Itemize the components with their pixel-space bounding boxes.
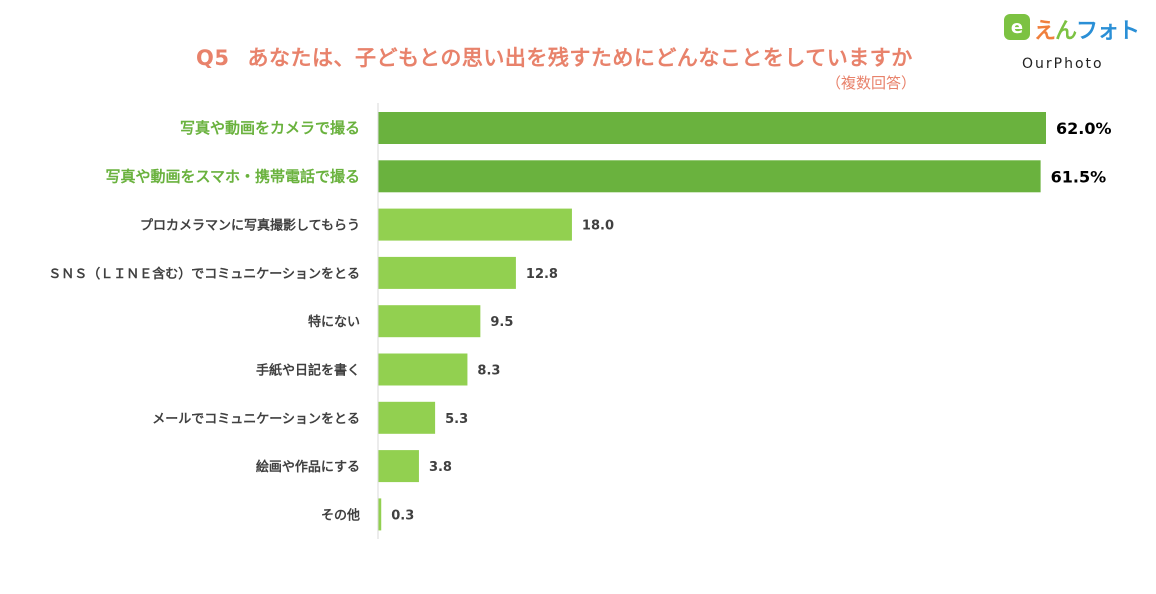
value-label-8: 3.8 xyxy=(429,460,452,475)
logo-jp-part-3: フォト xyxy=(1076,19,1140,44)
chart-subtitle: （複数回答） xyxy=(826,74,917,92)
value-label-9: 0.3 xyxy=(391,508,414,523)
category-label-4: ＳＮＳ（ＬＩＮＥ含む）でコミュニケーションをとる xyxy=(48,266,360,282)
category-label-9: その他 xyxy=(321,507,360,523)
bar-4 xyxy=(378,256,516,289)
bar-2 xyxy=(378,160,1041,193)
value-label-6: 8.3 xyxy=(477,364,500,379)
logo-jp-part-2: ん xyxy=(1055,19,1077,44)
bar-7 xyxy=(378,401,436,434)
bar-5 xyxy=(378,305,481,338)
logo-japanese-text: えんフォト xyxy=(1034,13,1140,45)
value-label-1: 62.0% xyxy=(1056,119,1112,138)
value-label-2: 61.5% xyxy=(1051,167,1107,186)
bar-1 xyxy=(378,112,1046,144)
category-label-1: 写真や動画をカメラで撮る xyxy=(180,119,360,137)
value-label-4: 12.8 xyxy=(526,267,558,282)
logo-badge-icon: e xyxy=(1004,14,1030,40)
logo-english-text: OurPhoto xyxy=(1022,56,1104,72)
value-label-5: 9.5 xyxy=(490,315,513,330)
category-label-8: 絵画や作品にする xyxy=(256,459,360,475)
chart-title: Q5 あなたは、子どもとの思い出を残すためにどんなことをしていますか xyxy=(196,42,913,72)
category-label-2: 写真や動画をスマホ・携帯電話で撮る xyxy=(105,167,360,185)
bar-9 xyxy=(378,498,382,531)
value-label-7: 5.3 xyxy=(445,412,468,427)
bar-6 xyxy=(378,353,468,386)
category-label-6: 手紙や日記を書く xyxy=(256,363,360,379)
value-label-3: 18.0 xyxy=(582,219,614,234)
category-label-7: メールでコミュニケーションをとる xyxy=(152,412,360,427)
question-text: あなたは、子どもとの思い出を残すためにどんなことをしていますか xyxy=(247,46,913,70)
logo-jp-part-1: え xyxy=(1034,19,1056,44)
enphoto-logo: e えんフォト OurPhoto xyxy=(1004,14,1144,78)
bar-8 xyxy=(378,450,419,483)
question-number: Q5 xyxy=(196,46,230,70)
category-label-5: 特にない xyxy=(308,314,360,330)
category-label-3: プロカメラマンに写真撮影してもらう xyxy=(140,218,360,234)
bar-3 xyxy=(378,208,572,241)
